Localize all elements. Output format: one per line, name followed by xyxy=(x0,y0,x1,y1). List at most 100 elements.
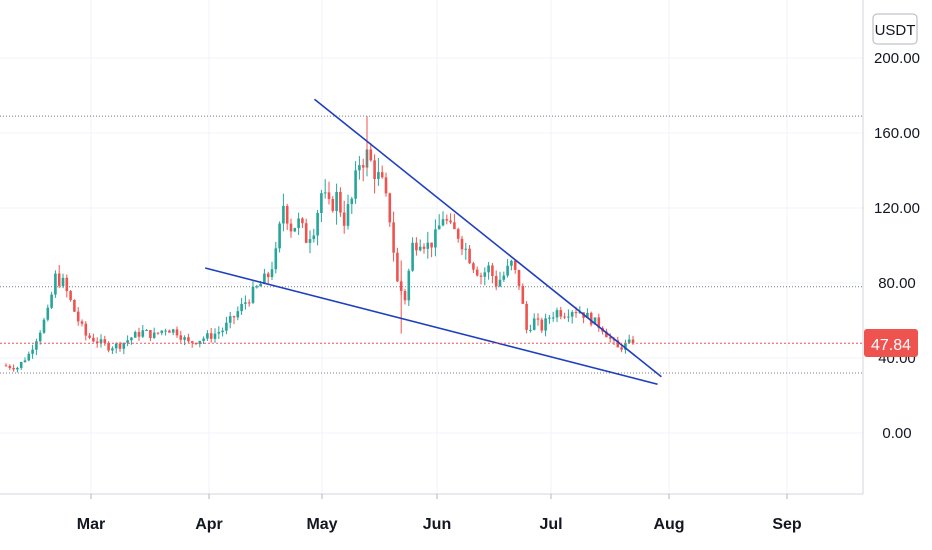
candle-body xyxy=(388,193,392,223)
candle-body xyxy=(179,335,183,340)
candle-body xyxy=(88,335,91,338)
candle-body xyxy=(521,285,525,304)
candle-body xyxy=(8,366,12,368)
trendlines xyxy=(204,98,662,386)
candle-body xyxy=(103,339,107,343)
candle-body xyxy=(415,242,418,251)
candle-body xyxy=(361,165,365,168)
candle-body xyxy=(122,342,126,349)
candle-body xyxy=(631,339,635,344)
candle-body xyxy=(483,272,487,277)
currency-badge-label: USDT xyxy=(875,22,916,39)
candle-body xyxy=(137,332,141,337)
candle-body xyxy=(491,265,494,276)
candle-body xyxy=(297,218,300,229)
candle-body xyxy=(232,316,236,318)
candle-body xyxy=(244,302,247,304)
time-tick-label: Aug xyxy=(653,516,684,533)
candle-body xyxy=(396,252,399,282)
currency-badge[interactable]: USDT xyxy=(872,13,918,45)
time-tick-label: Mar xyxy=(77,516,105,533)
candle-body xyxy=(323,192,327,194)
candle-body xyxy=(620,347,623,350)
candle-body xyxy=(479,275,483,277)
candle-body xyxy=(160,330,164,334)
candle-body xyxy=(95,341,99,344)
candle-body xyxy=(304,223,308,243)
candle-body xyxy=(247,302,251,304)
candle-body xyxy=(259,283,262,287)
candle-body xyxy=(407,270,411,301)
candle-body xyxy=(301,218,304,224)
candle-body xyxy=(426,242,430,249)
candle-body xyxy=(373,160,376,179)
candle-body xyxy=(23,360,27,363)
candle-body xyxy=(513,260,517,270)
candle-body xyxy=(152,332,156,338)
candle-body xyxy=(255,286,259,288)
candle-body xyxy=(506,265,509,276)
trendline-lower[interactable] xyxy=(204,267,658,386)
candle-body xyxy=(627,339,631,343)
last-price-value: 47.84 xyxy=(871,337,911,354)
candle-body xyxy=(494,275,498,287)
candle-body xyxy=(107,342,110,351)
candles xyxy=(4,116,635,373)
candle-body xyxy=(441,219,445,226)
candle-body xyxy=(282,205,285,224)
candle-body xyxy=(384,177,388,194)
candle-body xyxy=(616,340,620,348)
candle-body xyxy=(46,307,50,320)
candle-body xyxy=(80,321,84,324)
candle-body xyxy=(380,172,384,178)
time-tick-label: Jun xyxy=(423,516,451,533)
candle-body xyxy=(42,319,46,333)
candle-body xyxy=(263,273,266,284)
candle-body xyxy=(206,333,209,339)
candle-body xyxy=(240,303,243,312)
candle-body xyxy=(266,273,270,278)
candle-body xyxy=(76,311,80,322)
candle-body xyxy=(145,330,148,332)
candle-body xyxy=(597,317,601,328)
candle-body xyxy=(392,222,395,253)
candle-body xyxy=(449,220,452,223)
candle-body xyxy=(4,365,8,367)
candle-body xyxy=(289,223,293,232)
candle-body xyxy=(187,337,190,342)
candle-body xyxy=(114,343,118,349)
price-tick-label: 120.00 xyxy=(874,200,920,217)
candle-body xyxy=(312,235,316,240)
candle-body xyxy=(460,238,464,250)
candle-body xyxy=(475,269,479,276)
candle-body xyxy=(578,312,582,314)
candle-body xyxy=(586,312,589,318)
time-tick-label: Apr xyxy=(195,516,223,533)
candle-body xyxy=(278,223,281,249)
candle-body xyxy=(251,286,255,303)
candle-body xyxy=(217,332,221,334)
candle-body xyxy=(141,330,145,337)
candle-body xyxy=(198,340,202,344)
trendline-upper[interactable] xyxy=(313,98,662,378)
candle-body xyxy=(608,337,612,339)
candle-body xyxy=(111,348,114,351)
candle-body xyxy=(27,353,31,361)
time-tick-label: Sep xyxy=(772,516,802,533)
candle-body xyxy=(445,219,449,221)
candle-body xyxy=(99,339,103,344)
candle-body xyxy=(624,342,627,350)
candle-body xyxy=(540,319,544,331)
candle-body xyxy=(31,349,34,354)
time-tick-label: Jul xyxy=(539,516,562,533)
candle-body xyxy=(589,312,593,325)
candle-body xyxy=(320,193,323,213)
candle-body xyxy=(171,329,175,333)
candle-body xyxy=(350,198,354,205)
candle-body xyxy=(605,331,608,338)
candle-body xyxy=(422,246,426,249)
candle-body xyxy=(73,299,76,312)
time-tick-labels: Mar Apr May Jun Jul Aug Sep xyxy=(77,494,802,533)
candle-body xyxy=(236,311,240,318)
